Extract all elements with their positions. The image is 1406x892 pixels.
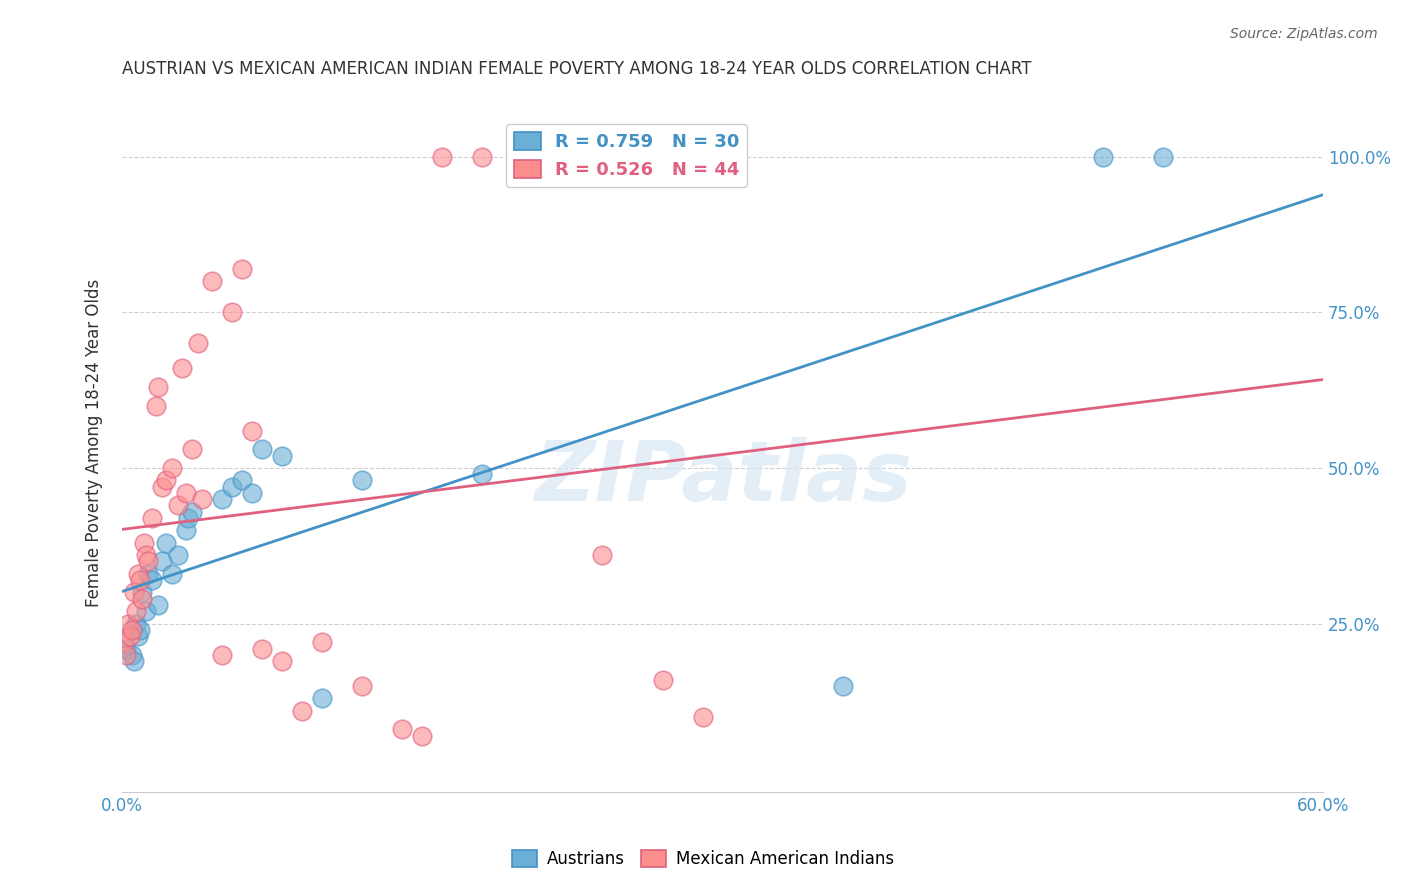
Point: [240, 486, 263, 500]
Point: [141, 573, 163, 587]
Point: [831, 679, 853, 693]
Point: [240, 424, 263, 438]
Point: [174, 523, 197, 537]
Point: [201, 274, 224, 288]
Point: [112, 635, 135, 649]
Point: [432, 150, 454, 164]
Point: [551, 150, 574, 164]
Point: [592, 548, 614, 562]
Point: [122, 654, 145, 668]
Point: [231, 261, 253, 276]
Point: [129, 623, 152, 637]
Point: [145, 399, 167, 413]
Point: [291, 704, 314, 718]
Point: [471, 150, 494, 164]
Point: [136, 554, 159, 568]
Point: [311, 635, 333, 649]
Point: [115, 648, 138, 662]
Point: [211, 648, 233, 662]
Point: [160, 566, 183, 581]
Point: [167, 548, 190, 562]
Point: [352, 679, 374, 693]
Point: [250, 442, 273, 457]
Point: [155, 474, 177, 488]
Point: [121, 623, 143, 637]
Point: [271, 449, 294, 463]
Point: [352, 474, 374, 488]
Point: [141, 510, 163, 524]
Point: [150, 480, 173, 494]
Point: [160, 461, 183, 475]
Point: [174, 486, 197, 500]
Point: [122, 585, 145, 599]
Point: [471, 467, 494, 482]
Point: [391, 723, 413, 737]
Point: [221, 480, 243, 494]
Point: [231, 474, 253, 488]
Point: [117, 616, 139, 631]
Legend: Austrians, Mexican American Indians: Austrians, Mexican American Indians: [505, 843, 901, 875]
Point: [135, 548, 157, 562]
Point: [125, 604, 148, 618]
Point: [155, 535, 177, 549]
Point: [120, 629, 142, 643]
Point: [1152, 150, 1174, 164]
Point: [127, 629, 149, 643]
Point: [181, 442, 204, 457]
Point: [191, 492, 214, 507]
Point: [250, 641, 273, 656]
Text: ZIPatlas: ZIPatlas: [534, 437, 911, 518]
Point: [131, 585, 153, 599]
Point: [172, 361, 194, 376]
Point: [146, 598, 169, 612]
Point: [311, 691, 333, 706]
Point: [132, 535, 155, 549]
Point: [167, 499, 190, 513]
Point: [136, 566, 159, 581]
Point: [121, 648, 143, 662]
Y-axis label: Female Poverty Among 18-24 Year Olds: Female Poverty Among 18-24 Year Olds: [86, 279, 103, 607]
Point: [177, 510, 200, 524]
Point: [150, 554, 173, 568]
Point: [512, 150, 534, 164]
Point: [221, 305, 243, 319]
Point: [181, 504, 204, 518]
Point: [127, 566, 149, 581]
Point: [211, 492, 233, 507]
Point: [692, 710, 714, 724]
Legend: R = 0.759   N = 30, R = 0.526   N = 44: R = 0.759 N = 30, R = 0.526 N = 44: [506, 124, 747, 186]
Point: [146, 380, 169, 394]
Point: [135, 604, 157, 618]
Text: Source: ZipAtlas.com: Source: ZipAtlas.com: [1230, 27, 1378, 41]
Point: [129, 573, 152, 587]
Point: [651, 673, 673, 687]
Point: [1091, 150, 1114, 164]
Point: [131, 591, 153, 606]
Point: [115, 641, 138, 656]
Point: [187, 336, 209, 351]
Point: [411, 729, 433, 743]
Point: [125, 616, 148, 631]
Text: AUSTRIAN VS MEXICAN AMERICAN INDIAN FEMALE POVERTY AMONG 18-24 YEAR OLDS CORRELA: AUSTRIAN VS MEXICAN AMERICAN INDIAN FEMA…: [122, 60, 1032, 78]
Point: [271, 654, 294, 668]
